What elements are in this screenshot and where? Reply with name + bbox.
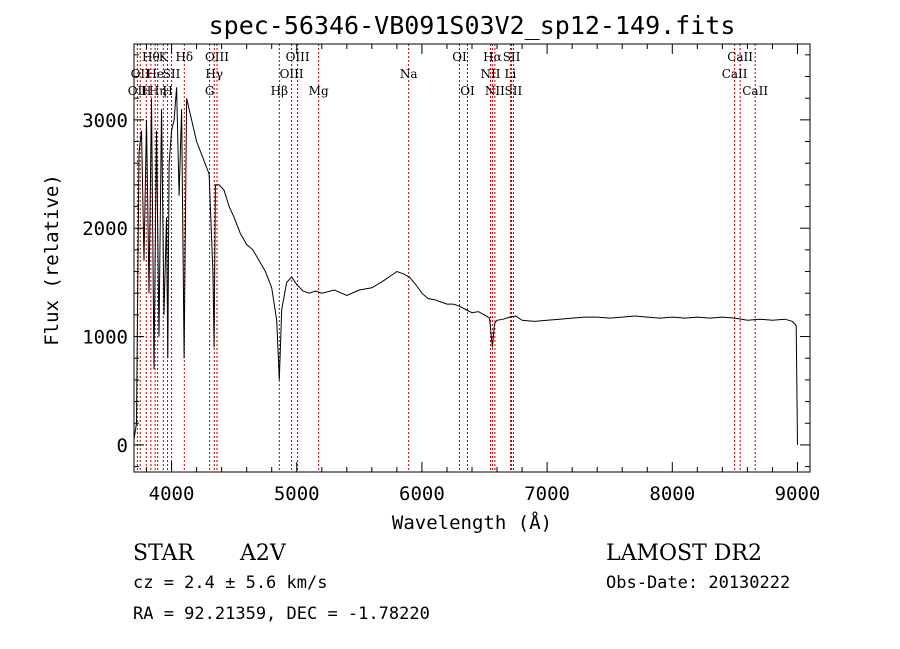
line-marker-label: OIII [286,50,310,64]
observation-date: Obs-Date: 20130222 [606,573,790,593]
spectral-line-markers [136,44,756,472]
object-class: STAR [133,541,195,566]
y-tick-label: 3000 [82,110,128,132]
line-marker-label: Hγ [205,67,223,81]
x-tick-label: 5000 [274,483,320,505]
line-marker-label: NII [485,84,505,98]
line-marker-label: Na [400,67,418,81]
line-marker-label: K [159,50,169,64]
y-tick-label: 2000 [82,218,128,240]
line-marker-label: OIII [205,50,229,64]
line-marker-label: SII [503,50,521,64]
x-axis-label: Wavelength (Å) [392,511,552,534]
line-marker-label: G [205,84,215,98]
redshift-cz: cz = 2.4 ± 5.6 km/s [133,573,327,593]
x-tick-label: 8000 [649,483,695,505]
axes: 4000 5000 6000 7000 8000 9000 0 1000 2000 3000 [82,43,821,505]
y-tick-label: 1000 [82,327,128,349]
line-marker-label: CaII [727,50,753,64]
line-marker-label: Hθ [142,50,160,64]
line-marker-label: OIII [280,67,304,81]
line-marker-label: Hβ [271,84,288,98]
line-marker-label: NII [481,67,501,81]
line-marker-label: Hα [483,50,502,64]
spectral-type: A2V [239,541,287,566]
survey-name: LAMOST DR2 [606,541,762,566]
spectrum-series [133,87,798,445]
plot-frame [133,43,811,473]
spectral-line-labels: OIIOIIHHθHeHηKHSIIHδGHγOIIIHβOIIIOIIIMgN… [128,50,769,98]
line-marker-label: Mg [309,84,329,98]
line-marker-label: OI [460,84,475,98]
line-marker-label: H [141,84,151,98]
line-marker-label: CaII [722,67,748,81]
coordinates: RA = 92.21359, DEC = -1.78220 [133,604,430,624]
spectrum-line [133,87,798,445]
x-tick-label: 9000 [775,483,821,505]
line-marker-label: He [146,67,164,81]
line-marker-label: H [162,84,172,98]
line-marker-label: Li [505,67,517,81]
x-tick-label: 4000 [149,483,195,505]
line-marker-label: CaII [742,84,768,98]
x-tick-label: 7000 [524,483,570,505]
y-axis-label: Flux (relative) [41,174,63,346]
line-marker-label: SII [163,67,181,81]
line-marker-label: Hδ [175,50,193,64]
chart-title: spec-56346-VB091S03V2_sp12-149.fits [209,11,736,40]
line-marker-label: OII [131,67,151,81]
y-tick-label: 0 [117,435,128,457]
line-marker-label: SII [505,84,523,98]
line-marker-label: Hη [149,84,167,98]
x-tick-label: 6000 [399,483,445,505]
line-marker-label: OII [128,84,148,98]
line-marker-label: OI [452,50,467,64]
